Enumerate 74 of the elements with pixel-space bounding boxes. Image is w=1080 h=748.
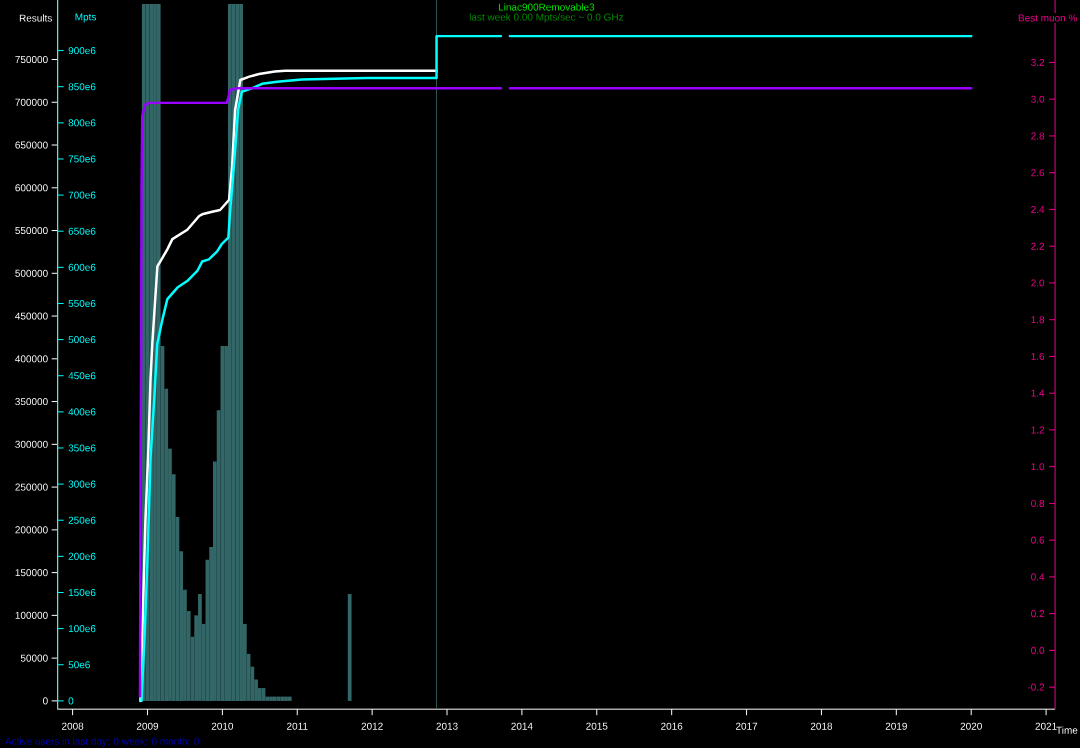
y3-tick-label: 2.2 <box>1031 242 1045 250</box>
x-tick-label: 2014 <box>511 722 533 730</box>
y3-tick-label: 2.0 <box>1031 279 1045 287</box>
y2-tick-label: 750e6 <box>68 155 96 163</box>
y3-tick-label: 1.4 <box>1031 389 1045 397</box>
x-axis-title: Time <box>1056 726 1078 734</box>
y-axis-title: Results <box>19 14 52 22</box>
y2-tick-label: 500e6 <box>68 336 96 344</box>
y3-tick-label: -0.2 <box>1027 683 1045 691</box>
y2-tick-label: 100e6 <box>68 625 96 633</box>
y-tick-label: 200000 <box>15 526 48 534</box>
y-tick-label: 500000 <box>15 269 48 277</box>
x-tick-label: 2009 <box>136 722 159 730</box>
x-tick-label: 2008 <box>62 722 84 730</box>
y2-tick-label: 300e6 <box>68 480 96 488</box>
y-tick-label: 50000 <box>20 654 48 662</box>
y-tick-label: 600000 <box>15 184 48 192</box>
x-tick-label: 2021 <box>1035 722 1057 730</box>
y3-tick-label: 3.2 <box>1031 58 1045 66</box>
y3-tick-label: 1.2 <box>1031 426 1045 434</box>
x-tick-label: 2017 <box>735 722 758 730</box>
x-tick-label: 2020 <box>960 722 982 730</box>
y2-tick-label: 900e6 <box>68 47 96 55</box>
text: last week 0.00 Mpts/sec ~ 0.0 GHz <box>469 13 624 23</box>
y-tick-label: 0 <box>42 697 48 705</box>
x-tick-label: 2015 <box>586 722 608 730</box>
y2-tick-label: 550e6 <box>68 299 96 307</box>
y2-tick-label: 400e6 <box>68 408 96 416</box>
y3-tick-label: 0.4 <box>1031 573 1045 581</box>
y-tick-label: 750000 <box>15 55 48 64</box>
y-tick-label: 250000 <box>15 483 48 491</box>
y2-tick-label: 600e6 <box>68 263 96 271</box>
chart-title: Linac900Removable3 <box>498 3 595 11</box>
y2-tick-label: 250e6 <box>68 516 96 524</box>
y-tick-label: 300000 <box>15 440 48 448</box>
y-tick-label: 650000 <box>15 141 48 149</box>
x-tick-label: 2019 <box>885 722 907 730</box>
y3-axis-title: Best muon % <box>1018 14 1077 22</box>
x-tick-label: 2010 <box>211 722 234 730</box>
y-tick-label: 400000 <box>15 355 48 363</box>
y3-tick-label: 0.8 <box>1031 499 1045 507</box>
y2-tick-label: 200e6 <box>68 552 96 560</box>
y3-tick-label: 2.8 <box>1031 132 1045 140</box>
y-tick-label: 150000 <box>15 569 48 577</box>
y3-tick-label: 1.6 <box>1031 352 1045 360</box>
y2-tick-label: 350e6 <box>68 444 96 452</box>
y3-tick-label: 0.6 <box>1031 536 1045 544</box>
y3-tick-label: 2.6 <box>1031 169 1045 177</box>
y3-tick-label: 1.8 <box>1031 316 1045 324</box>
x-tick-label: 2018 <box>810 722 833 730</box>
y-tick-label: 550000 <box>15 226 48 235</box>
y2-axis-title: Mpts <box>75 13 97 23</box>
y3-tick-label: 1.0 <box>1031 463 1045 471</box>
y2-tick-label: 0 <box>68 697 74 705</box>
x-tick-label: 2011 <box>287 722 308 730</box>
x-tick-label: 2013 <box>436 722 458 730</box>
y3-tick-label: 2.4 <box>1031 205 1045 213</box>
y2-tick-label: 50e6 <box>68 661 90 669</box>
y-tick-label: 450000 <box>15 312 48 320</box>
y2-tick-label: 800e6 <box>68 119 96 127</box>
text: Active users in last day: 0 week: 0 month: 0 <box>4 737 200 747</box>
y2-tick-label: 650e6 <box>68 227 96 235</box>
y-tick-label: 350000 <box>15 398 48 406</box>
y2-tick-label: 700e6 <box>68 191 96 199</box>
y3-tick-label: 3.0 <box>1031 95 1045 103</box>
y2-tick-label: 850e6 <box>68 83 96 91</box>
y2-tick-label: 150e6 <box>68 588 96 596</box>
x-tick-label: 2016 <box>661 722 683 730</box>
y2-tick-label: 450e6 <box>68 372 96 380</box>
y3-tick-label: 0.0 <box>1031 646 1045 654</box>
y-tick-label: 700000 <box>15 98 48 106</box>
y3-tick-label: 0.2 <box>1031 610 1045 618</box>
y-tick-label: 100000 <box>15 611 48 619</box>
x-tick-label: 2012 <box>361 722 383 730</box>
